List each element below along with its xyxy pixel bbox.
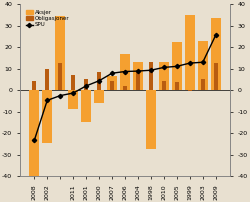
Bar [30, 90, 39, 178]
Bar [149, 62, 153, 90]
Bar [107, 76, 117, 90]
Bar [32, 81, 36, 90]
Bar [201, 79, 205, 90]
Bar [97, 72, 101, 90]
Bar [162, 81, 166, 90]
Bar [211, 18, 220, 90]
Bar [133, 62, 143, 90]
Bar [71, 75, 75, 90]
Bar [110, 81, 114, 90]
Bar [172, 42, 182, 90]
Bar [120, 54, 130, 90]
Bar [81, 90, 91, 122]
Bar [84, 79, 88, 90]
Bar [42, 90, 52, 143]
Bar [159, 62, 169, 90]
Bar [198, 41, 208, 90]
Bar [45, 69, 49, 90]
Bar [185, 15, 195, 90]
Bar [68, 90, 78, 109]
Bar [123, 86, 127, 90]
Bar [55, 16, 65, 90]
Bar [214, 63, 218, 90]
Bar [175, 82, 179, 90]
Bar [146, 90, 156, 149]
Legend: Aksjer, Obligasjoner, SPU: Aksjer, Obligasjoner, SPU [25, 8, 70, 29]
Bar [136, 71, 140, 90]
Bar [58, 63, 62, 90]
Bar [94, 90, 104, 103]
Bar [188, 90, 192, 91]
